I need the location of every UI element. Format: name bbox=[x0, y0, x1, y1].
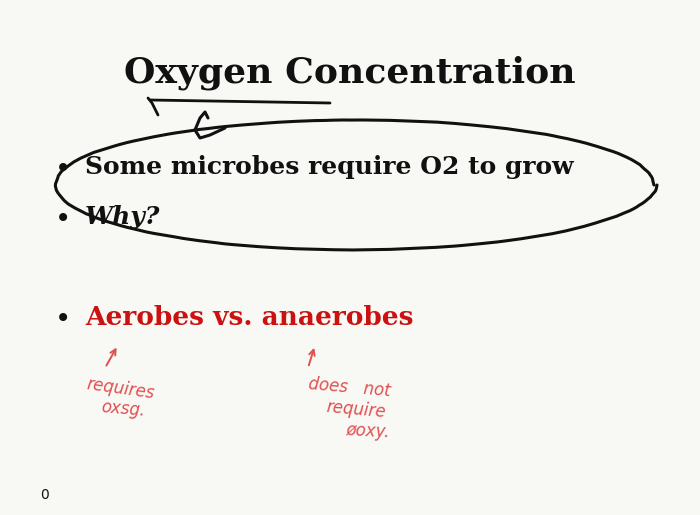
Text: 0: 0 bbox=[40, 488, 49, 502]
Text: Some microbes require O2 to grow: Some microbes require O2 to grow bbox=[85, 155, 573, 179]
Text: Aerobes vs. anaerobes: Aerobes vs. anaerobes bbox=[85, 305, 414, 330]
Text: does   not: does not bbox=[308, 375, 391, 400]
Text: •: • bbox=[55, 305, 71, 333]
Text: oxsg.: oxsg. bbox=[100, 398, 146, 420]
Text: require: require bbox=[325, 398, 386, 421]
Text: •: • bbox=[55, 155, 71, 183]
Text: Why?: Why? bbox=[85, 205, 160, 229]
Text: Oxygen Concentration: Oxygen Concentration bbox=[124, 55, 576, 90]
Text: •: • bbox=[55, 205, 71, 233]
Text: requires: requires bbox=[85, 375, 155, 402]
Text: øoxy.: øoxy. bbox=[345, 421, 390, 441]
